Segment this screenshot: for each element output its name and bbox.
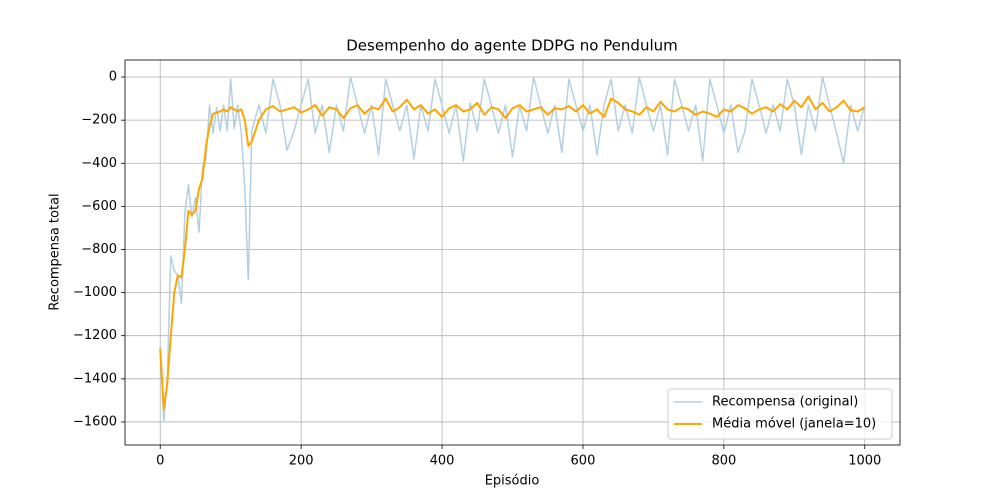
line-series bbox=[159, 95, 866, 410]
legend-label: Recompensa (original) bbox=[712, 395, 858, 410]
legend-label: Média móvel (janela=10) bbox=[712, 417, 876, 432]
y-tick-label: −400 bbox=[81, 156, 117, 171]
y-tick-label: −800 bbox=[81, 242, 117, 257]
x-axis-label: Episódio bbox=[485, 474, 540, 489]
y-tick-label: −1600 bbox=[73, 414, 117, 429]
x-tick-label: 200 bbox=[289, 454, 314, 469]
y-tick-label: −1200 bbox=[73, 328, 117, 343]
y-tick-label: −1000 bbox=[73, 285, 117, 300]
line-series bbox=[159, 76, 866, 423]
x-tick-label: 800 bbox=[711, 454, 736, 469]
x-tick-label: 0 bbox=[156, 454, 164, 469]
legend-box bbox=[667, 388, 893, 440]
y-axis-label: Recompensa total bbox=[48, 193, 63, 310]
y-tick-label: −1400 bbox=[73, 371, 117, 386]
x-tick-label: 400 bbox=[430, 454, 455, 469]
x-tick-label: 1000 bbox=[848, 454, 881, 469]
plot-frame bbox=[124, 59, 901, 446]
y-tick-label: −200 bbox=[81, 113, 117, 128]
y-tick-label: 0 bbox=[109, 70, 117, 85]
chart-title: Desempenho do agente DDPG no Pendulum bbox=[346, 37, 678, 55]
y-tick-label: −600 bbox=[81, 199, 117, 214]
x-tick-label: 600 bbox=[571, 454, 596, 469]
